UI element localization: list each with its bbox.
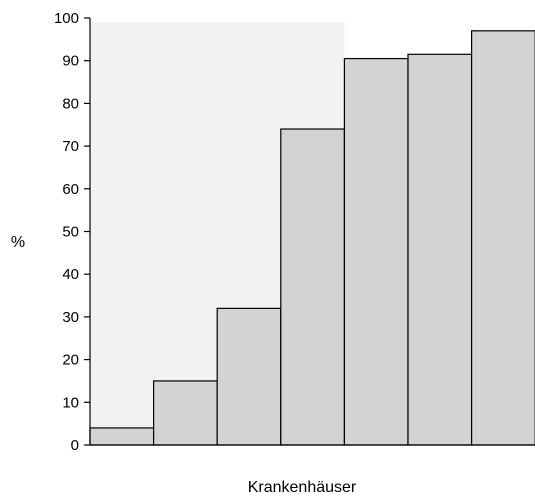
y-tick-label-70: 70: [62, 138, 79, 155]
bar-6: [407, 53, 473, 446]
bar-7: [471, 30, 535, 446]
y-tick-label-90: 90: [62, 53, 79, 70]
y-ticks: 0 10 20 30 40 50 60 70 80 90 100: [54, 10, 90, 454]
y-tick-label-20: 20: [62, 352, 79, 369]
y-tick-label-10: 10: [62, 394, 79, 411]
y-tick-label-40: 40: [62, 266, 79, 283]
bar-4: [280, 128, 345, 446]
bars: [89, 30, 535, 446]
y-tick-label-0: 0: [71, 437, 79, 454]
y-tick-label-30: 30: [62, 309, 79, 326]
bar-3: [216, 307, 282, 446]
bar-5: [343, 57, 409, 446]
bar-2: [153, 380, 218, 446]
y-tick-label-60: 60: [62, 181, 79, 198]
y-tick-label-100: 100: [54, 10, 79, 27]
x-axis-title: Krankenhäuser: [248, 479, 357, 496]
y-tick-label-50: 50: [62, 224, 79, 241]
bar-1: [89, 427, 155, 446]
y-tick-label-80: 80: [62, 95, 79, 112]
y-axis-title: %: [11, 234, 25, 251]
